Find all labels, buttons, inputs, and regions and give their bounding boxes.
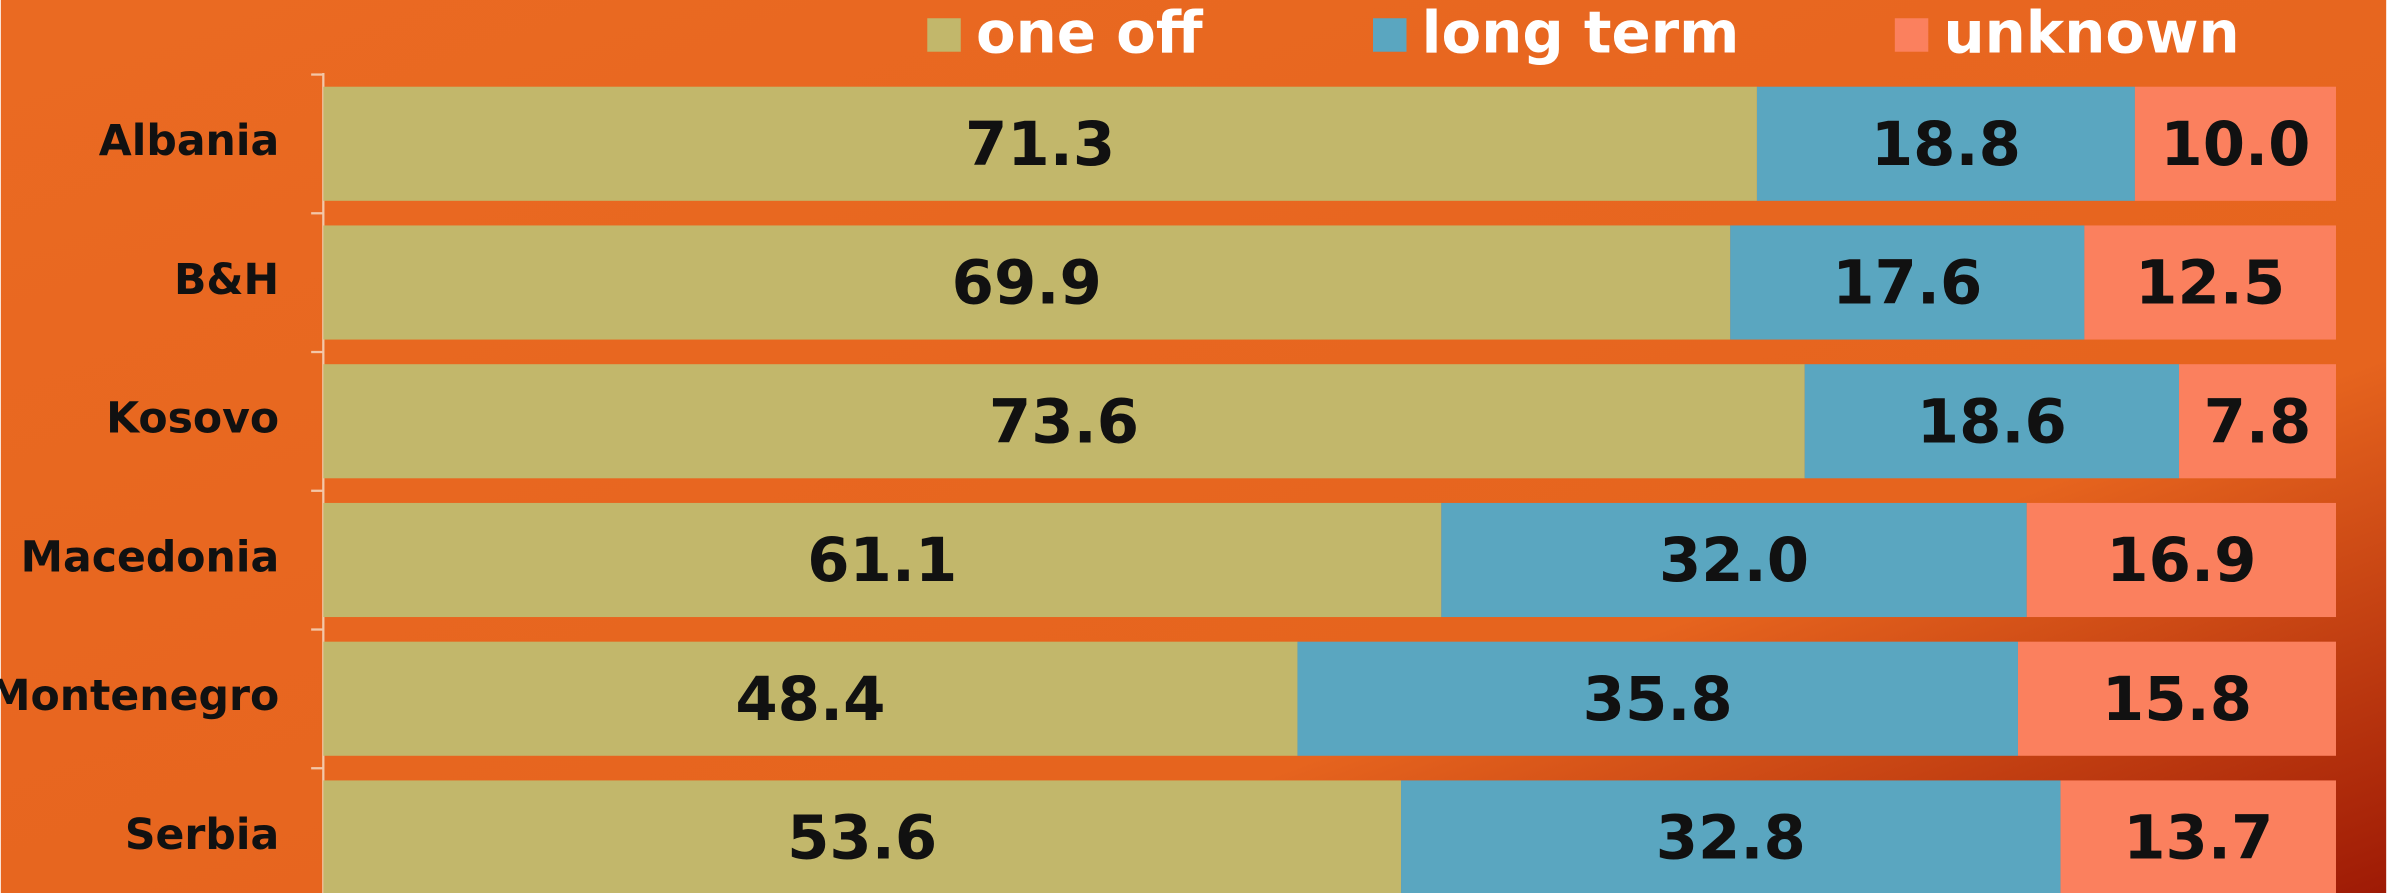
bar-segment <box>1804 364 2180 479</box>
value-label: 73.6 <box>989 387 1139 457</box>
value-label: 69.9 <box>952 249 1102 319</box>
value-label: 18.6 <box>1917 387 2067 457</box>
bar-segment <box>1297 641 2018 756</box>
value-label: 15.8 <box>2102 665 2252 735</box>
legend-swatch <box>927 18 961 52</box>
y-tick-label: Serbia <box>125 810 279 860</box>
bar-segment <box>2179 364 2336 479</box>
legend-label: unknown <box>1943 0 2239 67</box>
value-label: 12.5 <box>2135 249 2285 319</box>
y-tick-label: Kosovo <box>106 394 279 444</box>
value-label: 10.0 <box>2160 110 2310 180</box>
value-label: 35.8 <box>1583 665 1733 735</box>
bar-segment <box>1401 780 2061 893</box>
bar-segment <box>323 641 1298 756</box>
bar-segment <box>2017 641 2336 756</box>
bar-segment <box>2084 225 2336 340</box>
legend-label: long term <box>1422 0 1740 67</box>
bar-segment <box>1756 86 2135 201</box>
bar-segment <box>323 502 1442 618</box>
y-tick-label: B&H <box>174 255 279 305</box>
value-label: 61.1 <box>807 526 957 596</box>
y-tick-label: Albania <box>99 116 279 166</box>
value-label: 7.8 <box>2204 387 2312 457</box>
bar-segment <box>2026 502 2336 618</box>
value-label: 53.6 <box>787 804 937 874</box>
bar-segment <box>323 86 1757 201</box>
value-label: 13.7 <box>2123 804 2273 874</box>
value-label: 32.8 <box>1656 804 1806 874</box>
legend-swatch <box>1373 18 1407 52</box>
bar-segment <box>1441 502 2027 618</box>
bar-segment <box>2060 780 2336 893</box>
bar-segment <box>323 780 1402 893</box>
value-label: 18.8 <box>1871 110 2021 180</box>
value-label: 16.9 <box>2106 526 2256 596</box>
value-label: 32.0 <box>1659 526 1809 596</box>
value-label: 48.4 <box>735 665 885 735</box>
bar-segment <box>323 225 1731 340</box>
value-label: 17.6 <box>1832 249 1982 319</box>
value-label: 71.3 <box>965 110 1115 180</box>
y-tick-label: Montenegro <box>0 671 279 721</box>
bar-segment <box>323 364 1805 479</box>
legend-swatch <box>1894 18 1929 52</box>
y-tick-label: Macedonia <box>21 532 280 582</box>
bar-segment <box>2134 86 2336 201</box>
bar-segment <box>1730 225 2085 340</box>
legend-label: one off <box>976 0 1204 67</box>
